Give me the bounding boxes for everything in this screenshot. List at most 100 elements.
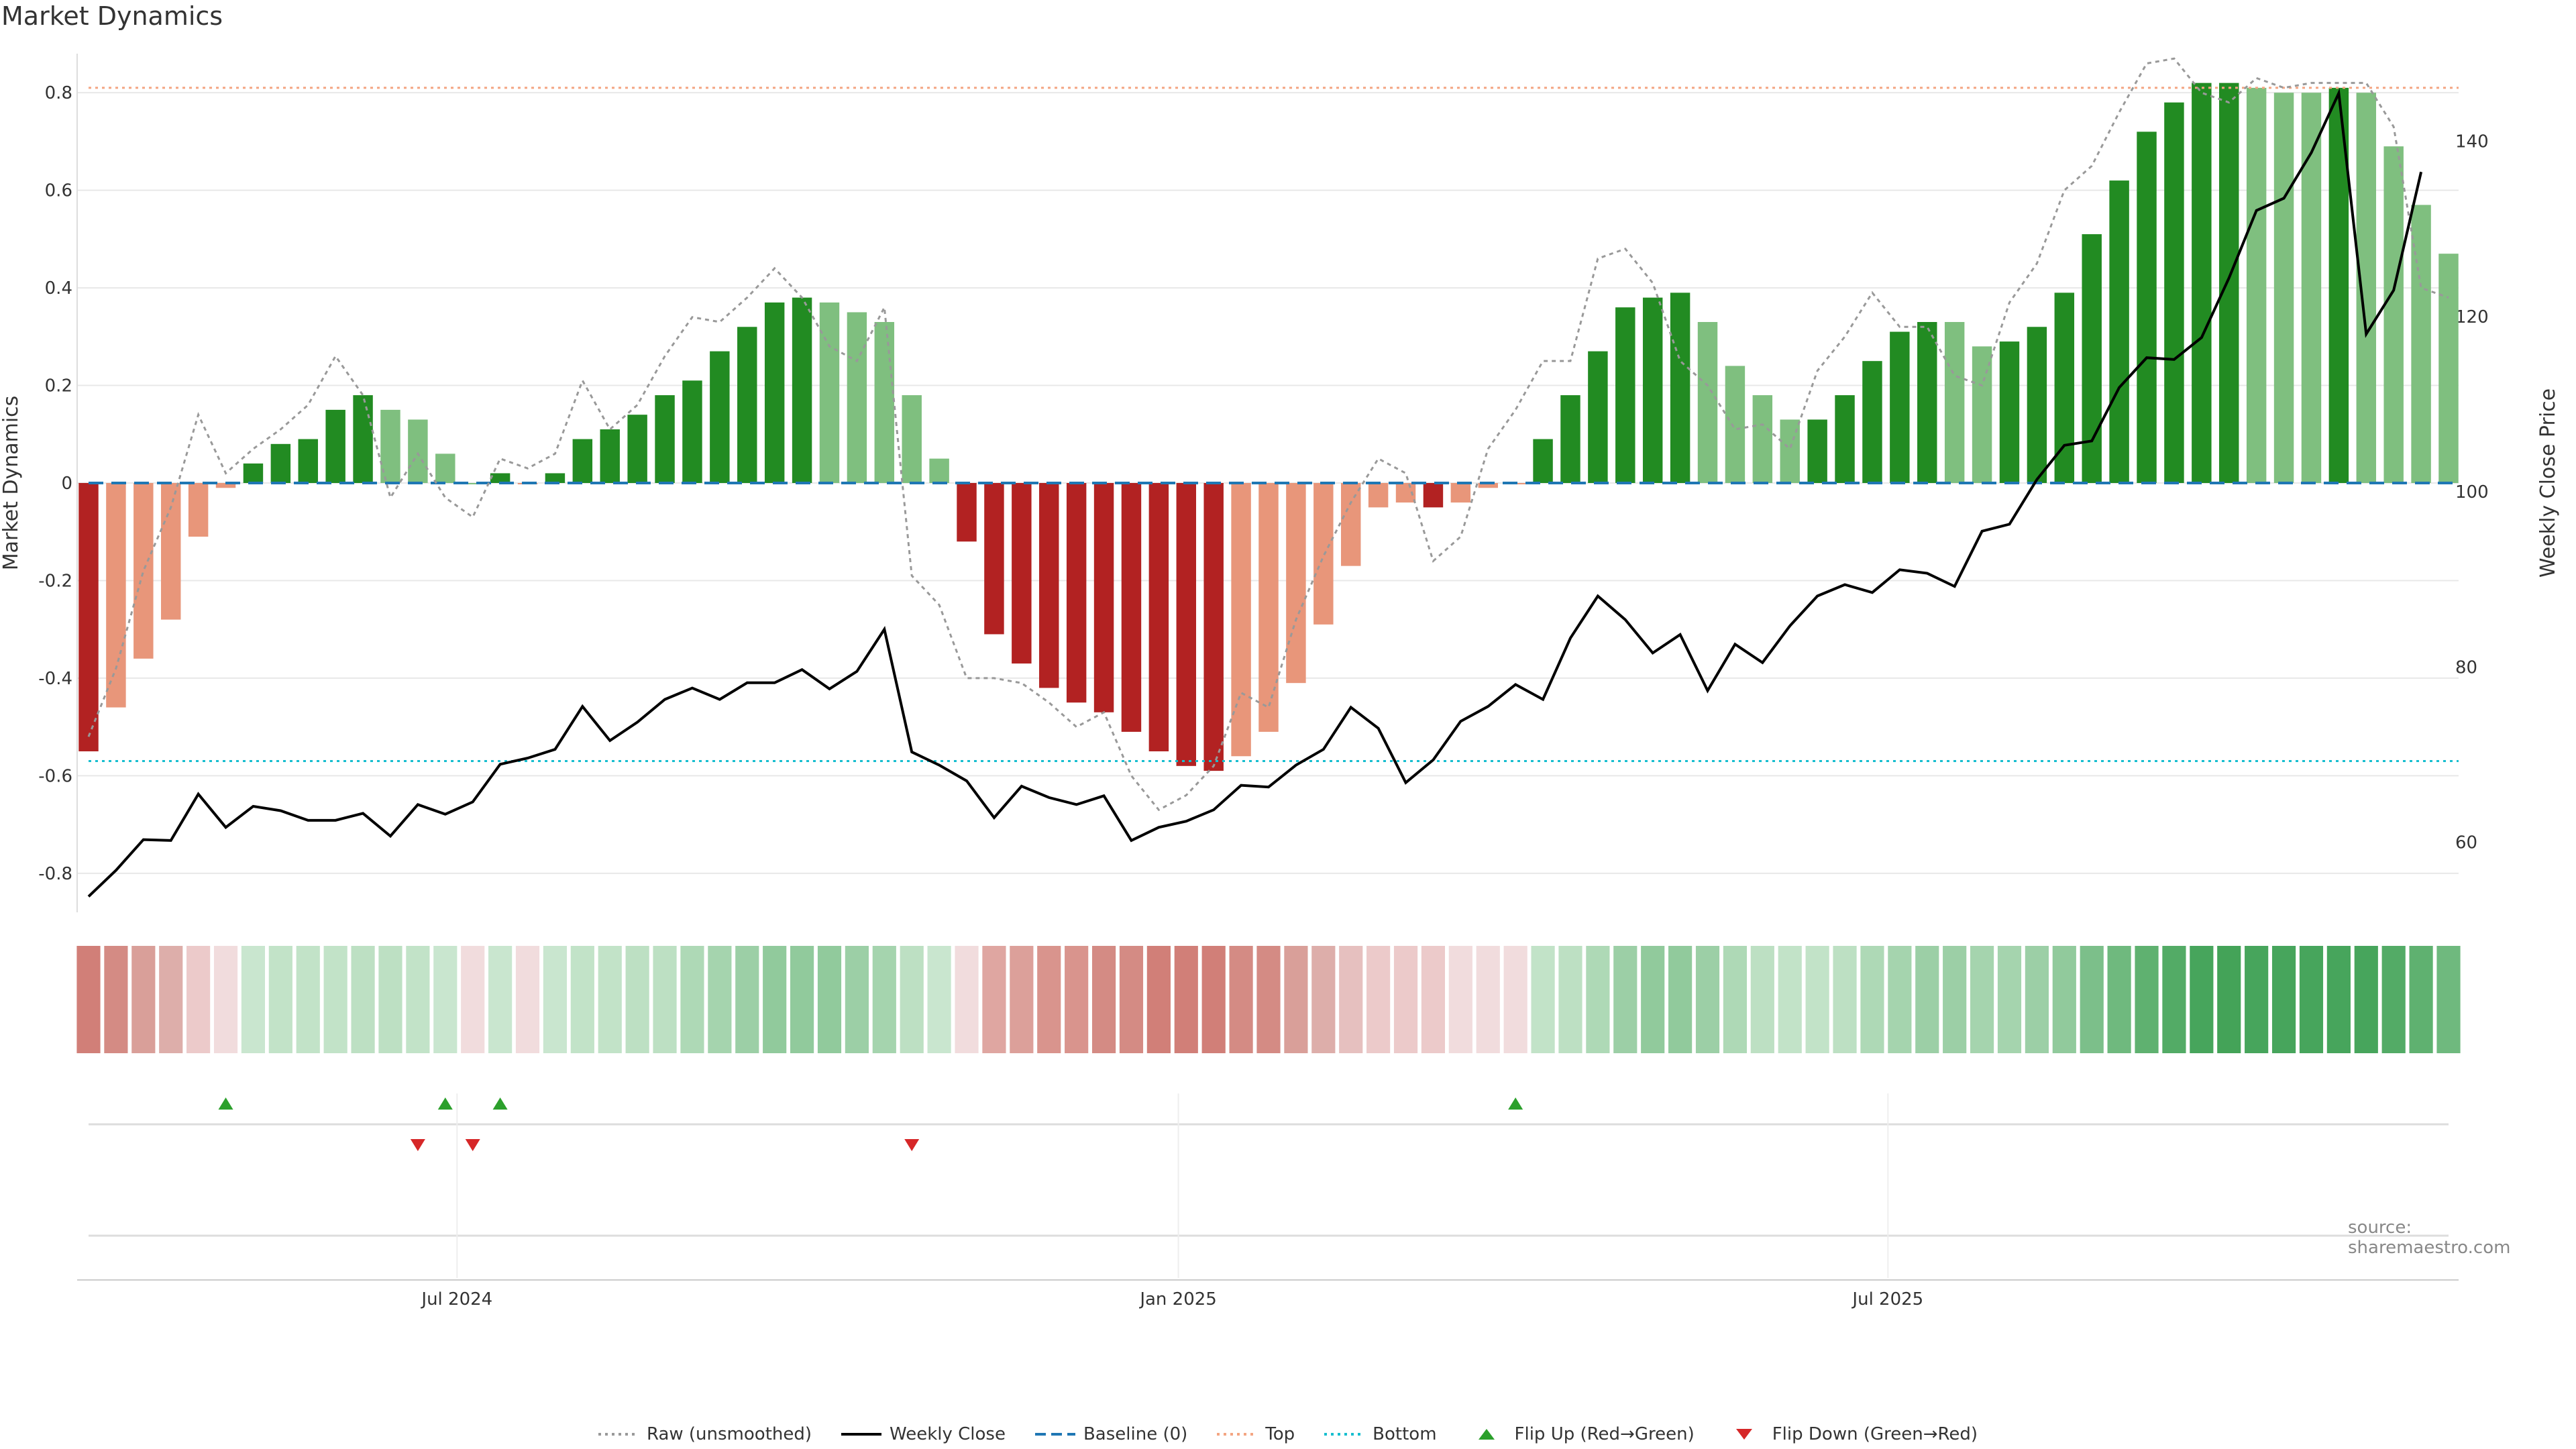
flip-up-marker [437,1097,453,1110]
heat-cell [2326,946,2351,1053]
legend-swatch [598,1433,639,1436]
y-axis-label-left: Market Dynamics [0,396,23,571]
heat-cell [1641,946,1665,1053]
bar [572,439,593,483]
bar [1862,361,1882,483]
heat-cell [955,946,979,1053]
heat-cell [1750,946,1774,1053]
bar [1313,483,1334,625]
heat-cell [1586,946,1610,1053]
bar [2027,327,2047,483]
heat-cell [653,946,677,1053]
bar [1231,483,1251,757]
bar [1917,322,1937,483]
heat-cell [1311,946,1336,1053]
heat-cell [900,946,924,1053]
y-tick-label-right: 60 [2455,833,2477,853]
bar [1588,351,1608,483]
legend-label: Raw (unsmoothed) [646,1424,812,1444]
flip-up-marker [492,1097,508,1110]
legend-swatch [1478,1429,1495,1440]
heat-cell [241,946,266,1053]
heat-cell [1229,946,1253,1053]
flip-up-marker [218,1097,233,1110]
heat-cell [735,946,759,1053]
legend-label: Top [1265,1424,1295,1444]
heat-cell [2245,946,2269,1053]
heat-cell [2190,946,2214,1053]
bar [2438,254,2459,483]
heat-cell [598,946,622,1053]
heat-cell [1970,946,1994,1053]
bar [1039,483,1059,688]
legend-item: Baseline (0) [1034,1424,1188,1444]
heat-cell [1778,946,1802,1053]
legend-item: Raw (unsmoothed) [598,1424,812,1444]
bar [655,395,675,483]
heat-cell [1393,946,1418,1053]
heat-cell [708,946,732,1053]
x-tick-label: Jul 2024 [420,1289,492,1309]
heat-cell [2436,946,2461,1053]
heat-cell [1366,946,1391,1053]
heat-cell [763,946,787,1053]
bar [1203,483,1224,771]
y-tick-label-left: -0.4 [38,669,72,689]
legend-item: Flip Up (Red→Green) [1466,1424,1695,1444]
heat-cell [1174,946,1198,1053]
bar [1972,346,1992,483]
bar [1752,395,1773,483]
bar [2219,83,2239,484]
heat-cell [461,946,485,1053]
flip-down-marker [465,1139,480,1151]
bar [2137,131,2157,483]
legend-label: Baseline (0) [1083,1424,1188,1444]
heat-cell [268,946,292,1053]
heat-cell [2080,946,2104,1053]
bar [353,395,373,483]
heat-cell [351,946,375,1053]
heat-cell [1010,946,1034,1053]
legend-item: Top [1217,1424,1295,1444]
heat-cell [1256,946,1281,1053]
bar [243,463,264,483]
y-tick-label-right: 100 [2455,482,2489,502]
y-tick-label-left: -0.6 [38,766,72,786]
heat-cell [625,946,649,1053]
heat-cell [1146,946,1171,1053]
bar [1450,483,1471,503]
heat-cell [131,946,156,1053]
bar [984,483,1004,635]
bar [957,483,977,542]
bar [2383,146,2404,483]
heat-cell [2052,946,2076,1053]
heat-cell [1339,946,1363,1053]
bar [435,453,455,483]
heat-cell [1284,946,1308,1053]
bar [1725,366,1746,483]
heat-cell [488,946,513,1053]
y-axis-label-right: Weekly Close Price [2536,388,2560,578]
y-tick-label-left: 0.8 [45,83,72,103]
bar [1286,483,1306,684]
heat-cell [1421,946,1446,1053]
bar [2246,87,2267,484]
bar [1533,439,1553,483]
legend-swatch [1735,1429,1752,1440]
bar [2356,93,2377,483]
x-tick-label: Jan 2025 [1138,1289,1217,1309]
bar [1012,483,1032,664]
heat-cell [543,946,568,1053]
heat-cell [1065,946,1089,1053]
bar [1478,483,1498,488]
heat-cell [433,946,458,1053]
legend-label: Weekly Close [890,1424,1006,1444]
bar [847,312,867,483]
bar [1423,483,1444,508]
legend-swatch [1217,1433,1258,1436]
legend-item: Bottom [1324,1424,1437,1444]
bar [874,322,895,483]
bar [490,473,511,483]
bar [1944,322,1965,483]
